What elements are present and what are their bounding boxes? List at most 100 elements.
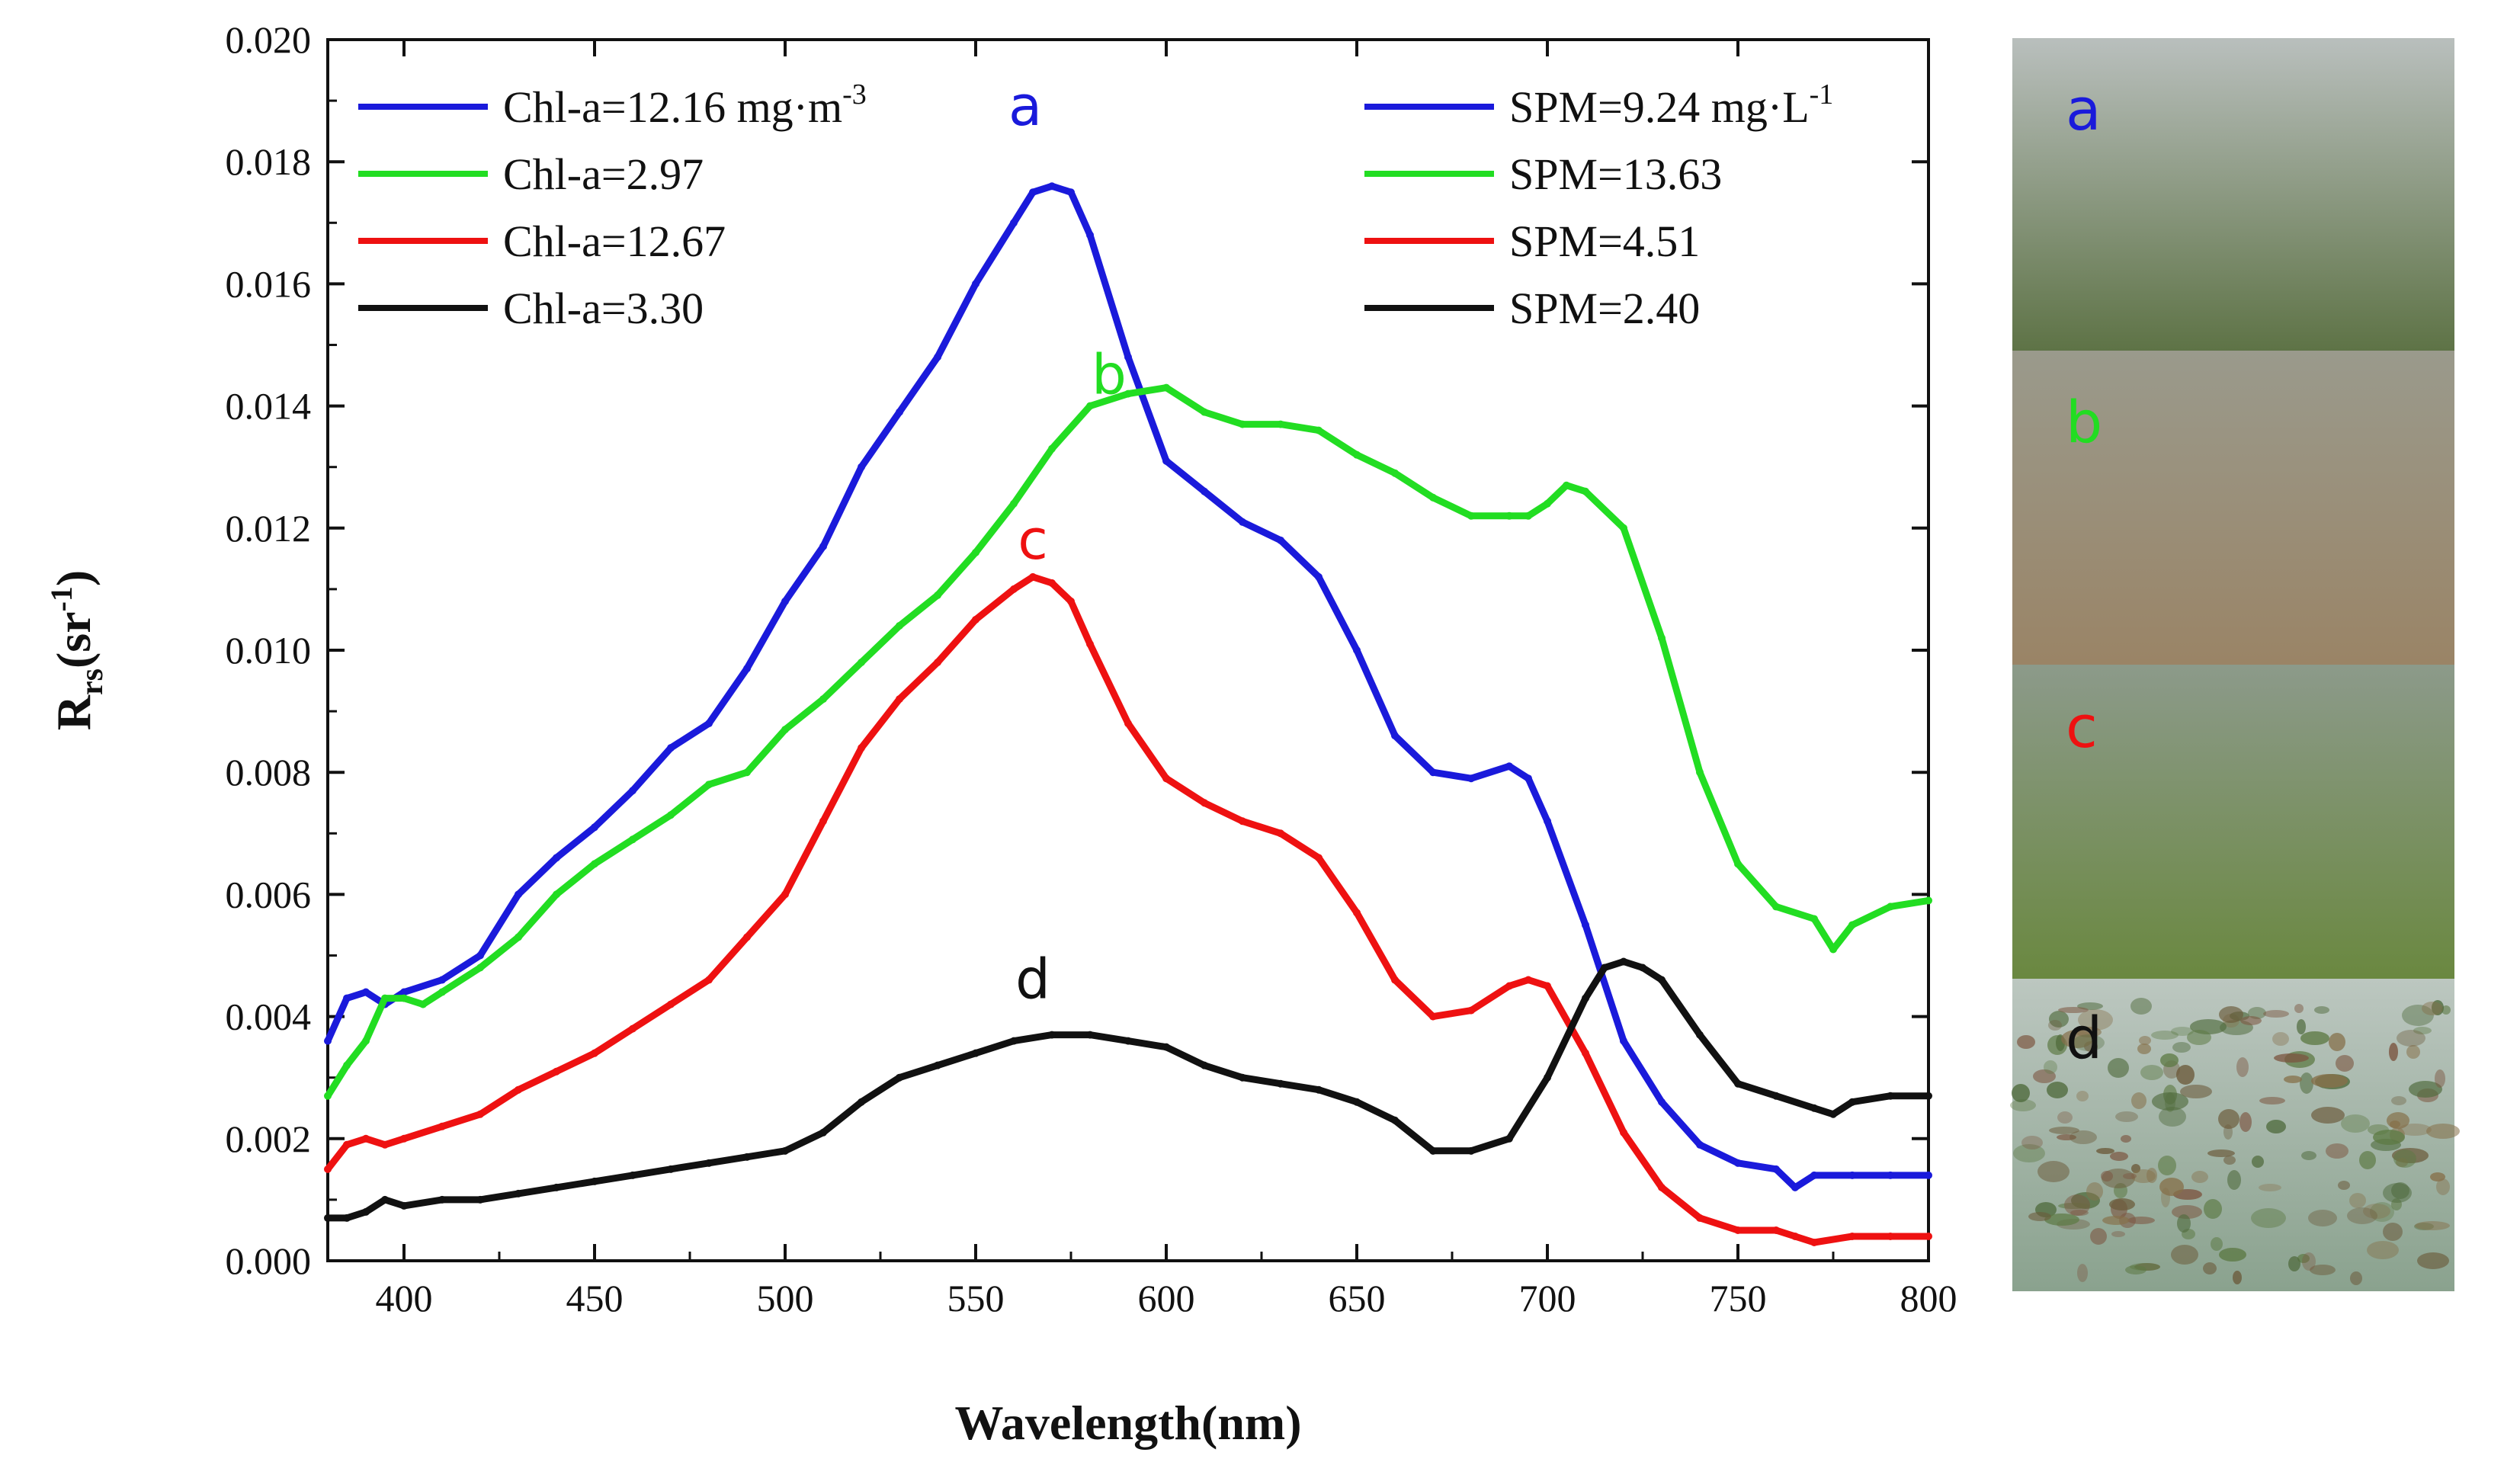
series-point-c bbox=[1239, 817, 1246, 826]
series-point-c bbox=[1010, 585, 1018, 593]
photo-b: b bbox=[2012, 351, 2454, 665]
series-point-b bbox=[934, 591, 941, 599]
series-point-d bbox=[1505, 1134, 1513, 1143]
photo-d: d bbox=[2010, 979, 2460, 1291]
vegetation-blot bbox=[2139, 1036, 2151, 1045]
legend-chl-a-sup: -3 bbox=[842, 79, 867, 111]
vegetation-blot bbox=[2159, 1107, 2186, 1127]
vegetation-blot bbox=[2115, 1111, 2138, 1122]
vegetation-blot bbox=[2239, 1112, 2252, 1132]
series-point-d bbox=[896, 1073, 903, 1082]
x-tick-label: 600 bbox=[1138, 1277, 1195, 1319]
vegetation-blot bbox=[2177, 1214, 2191, 1233]
series-point-c bbox=[781, 890, 789, 899]
photo-a: a bbox=[2012, 38, 2454, 351]
series-point-b bbox=[324, 1092, 332, 1100]
y-axis-title-main: R bbox=[46, 694, 101, 730]
series-point-d bbox=[1925, 1092, 1932, 1100]
legend-entry-chl-c: Chl-a=12.67 bbox=[503, 216, 726, 266]
series-point-d bbox=[1010, 1037, 1018, 1045]
series-line-b bbox=[324, 384, 1932, 1100]
series-point-c bbox=[1353, 909, 1361, 917]
vegetation-blot bbox=[2218, 1109, 2239, 1129]
series-point-a bbox=[1925, 1171, 1932, 1179]
series-point-d bbox=[819, 1128, 827, 1137]
vegetation-blot bbox=[2326, 1143, 2348, 1159]
vegetation-blot bbox=[2274, 1053, 2309, 1063]
vegetation-blot bbox=[2102, 1216, 2130, 1225]
vegetation-blot bbox=[2413, 1027, 2432, 1034]
vegetation-blot bbox=[2096, 1148, 2114, 1154]
series-point-b bbox=[1467, 511, 1475, 520]
vegetation-blot bbox=[2300, 1031, 2329, 1045]
series-point-a bbox=[629, 787, 636, 795]
vegetation-blot bbox=[2021, 1136, 2043, 1149]
vegetation-blot bbox=[2207, 1149, 2235, 1157]
vegetation-blot bbox=[2248, 1007, 2266, 1019]
series-point-a bbox=[1848, 1171, 1856, 1179]
series-point-c bbox=[1544, 982, 1551, 990]
vegetation-blot bbox=[2101, 1171, 2113, 1181]
legend-chl-a-label: Chl-a=12.16 mg·m bbox=[503, 82, 842, 132]
vegetation-blot bbox=[2073, 1034, 2105, 1051]
vegetation-blot bbox=[2057, 1134, 2076, 1140]
vegetation-blot bbox=[2329, 1033, 2345, 1051]
series-point-c bbox=[1620, 1128, 1627, 1137]
y-axis-title-unit-open: (sr bbox=[46, 611, 101, 668]
y-tick-label: 0.008 bbox=[226, 751, 312, 794]
vegetation-blot bbox=[2359, 1151, 2376, 1169]
y-tick-label: 0.018 bbox=[226, 140, 312, 183]
series-point-c bbox=[1696, 1214, 1704, 1222]
vegetation-blot bbox=[2078, 1009, 2113, 1031]
series-point-b bbox=[972, 548, 979, 556]
vegetation-blot bbox=[2288, 1256, 2300, 1271]
legend-entry-chl-a: Chl-a=12.16 mg·m-3 bbox=[503, 79, 867, 132]
vegetation-blot bbox=[2251, 1208, 2286, 1228]
series-point-d bbox=[1162, 1043, 1170, 1051]
series-point-b bbox=[629, 835, 636, 844]
x-tick-label: 800 bbox=[1900, 1277, 1957, 1319]
series-point-c bbox=[1048, 579, 1056, 587]
vegetation-blot bbox=[2070, 1130, 2097, 1144]
vegetation-blot bbox=[2398, 1124, 2432, 1136]
vegetation-blot bbox=[2211, 1237, 2223, 1251]
vegetation-blot bbox=[2172, 1205, 2202, 1219]
series-point-d bbox=[1315, 1085, 1323, 1094]
series-point-d bbox=[400, 1201, 408, 1210]
vegetation-blot bbox=[2390, 1121, 2400, 1128]
series-point-d bbox=[1239, 1073, 1246, 1082]
y-tick-label: 0.002 bbox=[226, 1117, 312, 1160]
series-point-d bbox=[705, 1159, 713, 1167]
photo-c: c bbox=[2012, 665, 2454, 979]
series-point-c bbox=[1772, 1226, 1780, 1234]
vegetation-blot bbox=[2033, 1069, 2056, 1083]
vegetation-blot bbox=[2110, 1152, 2128, 1161]
series-layer bbox=[324, 182, 1932, 1246]
series-point-a bbox=[743, 665, 751, 673]
series-point-d bbox=[1124, 1037, 1132, 1045]
vegetation-blot bbox=[2123, 1173, 2137, 1179]
series-point-b bbox=[515, 933, 522, 941]
series-point-a bbox=[362, 988, 370, 996]
vegetation-blot bbox=[2383, 1223, 2403, 1241]
series-point-c bbox=[1791, 1232, 1799, 1240]
series-point-b bbox=[1734, 860, 1742, 868]
legend-entry-chl-d: Chl-a=3.30 bbox=[503, 284, 704, 333]
vegetation-blot bbox=[2130, 998, 2152, 1015]
vegetation-blot bbox=[2028, 1212, 2051, 1221]
series-point-d bbox=[1829, 1110, 1837, 1118]
series-point-d bbox=[1601, 963, 1608, 972]
x-tick-label: 500 bbox=[757, 1277, 814, 1319]
y-axis: 0.000 0.002 0.004 0.006 0.008 0.010 0.012 0.014… bbox=[226, 18, 1928, 1282]
series-point-b bbox=[1772, 903, 1780, 911]
series-point-c bbox=[1925, 1232, 1932, 1240]
series-point-c bbox=[1887, 1232, 1894, 1240]
series-point-c bbox=[934, 659, 941, 667]
vegetation-blot bbox=[2272, 1032, 2289, 1046]
photo-panel: a b c d bbox=[2010, 38, 2460, 1291]
series-point-a bbox=[1429, 768, 1437, 777]
series-point-d bbox=[858, 1098, 865, 1106]
series-point-c bbox=[1029, 572, 1037, 581]
series-point-d bbox=[1086, 1031, 1094, 1039]
series-point-c bbox=[1525, 976, 1532, 984]
